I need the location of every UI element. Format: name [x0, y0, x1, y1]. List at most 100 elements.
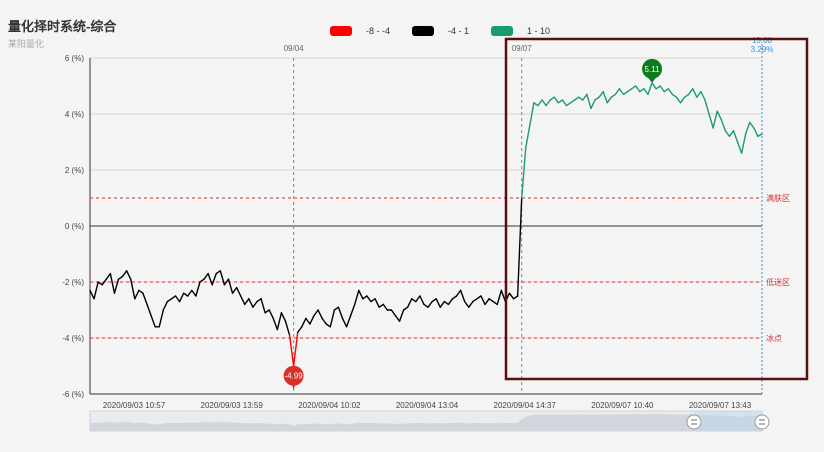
series-segment: [195, 281, 201, 297]
series-segment: [696, 90, 702, 98]
series-segment: [362, 295, 368, 300]
series-segment: [712, 110, 718, 129]
series-segment: [480, 295, 486, 306]
series-segment: [459, 289, 466, 303]
zoom-slider-window: [694, 411, 762, 431]
series-segment: [692, 88, 698, 98]
series-segment: [203, 272, 209, 280]
series-segment: [178, 292, 185, 303]
series-segment: [248, 298, 254, 308]
series-segment: [553, 96, 560, 104]
series-segment: [93, 281, 99, 300]
series-segment: [170, 295, 177, 300]
mark-point-label: -4.99: [285, 372, 304, 381]
zoom-handle-left[interactable]: [686, 414, 702, 430]
series-segment: [207, 272, 213, 286]
series-segment: [174, 295, 181, 303]
series-segment: [130, 278, 136, 300]
series-segment: [655, 85, 661, 90]
series-segment: [297, 326, 303, 334]
series-segment: [740, 132, 747, 154]
series-segment: [292, 331, 299, 367]
series-segment: [382, 303, 389, 311]
series-segment: [415, 295, 421, 303]
series-segment: [374, 298, 380, 308]
series-segment: [268, 309, 274, 320]
series-segment: [162, 300, 169, 311]
series-segment: [533, 102, 539, 107]
series-segment: [590, 99, 596, 110]
mark-point-label: 5.11: [645, 65, 661, 74]
chart-title: 量化择时系统-综合: [8, 19, 117, 34]
series-segment: [321, 317, 327, 325]
series-segment: [545, 99, 551, 107]
series-segment: [679, 96, 686, 104]
series-segment: [561, 99, 568, 107]
series-segment: [358, 289, 364, 300]
series-segment: [525, 124, 531, 149]
legend-item-green[interactable]: 1 - 10: [491, 26, 550, 36]
series-segment: [345, 314, 352, 328]
series-segment: [313, 309, 319, 317]
series-segment: [557, 99, 564, 104]
series-segment: [455, 289, 462, 297]
series-segment: [354, 289, 360, 306]
x-tick-label: 2020/09/03 13:59: [201, 401, 264, 410]
series-segment: [223, 278, 230, 286]
series-segment: [753, 127, 759, 138]
series-segment: [125, 270, 132, 280]
series-segment: [659, 85, 665, 93]
series-segment: [635, 85, 641, 93]
y-tick-label: 4 (%): [65, 110, 84, 119]
series-segment: [651, 82, 657, 90]
series-segment: [521, 146, 527, 199]
legend-item-black[interactable]: -4 - 1: [412, 26, 469, 36]
series-segment: [105, 272, 112, 280]
series-segment: [288, 334, 295, 367]
series-segment: [663, 88, 670, 93]
legend-label-red: -8 - -4: [366, 26, 391, 36]
series-segment: [700, 90, 706, 101]
series-segment: [736, 141, 743, 154]
series-segment: [280, 312, 287, 322]
series-segment: [150, 314, 156, 328]
x-tick-label: 2020/09/07 10:40: [591, 401, 654, 410]
series-segment: [411, 298, 417, 303]
series-segment: [687, 88, 694, 96]
series-segment: [378, 303, 384, 308]
series-segment: [166, 298, 173, 303]
series-segment: [264, 309, 270, 314]
y-tick-label: -6 (%): [62, 390, 84, 399]
x-tick-label: 2020/09/03 10:57: [103, 401, 166, 410]
series-segment: [142, 292, 148, 306]
series-segment: [231, 286, 238, 294]
chart-subtitle: 某阳量化: [8, 39, 45, 49]
series-segment: [675, 96, 682, 104]
y-tick-label: 2 (%): [65, 166, 84, 175]
series-segment: [643, 88, 649, 96]
legend-swatch-red: [330, 26, 352, 36]
series-segment: [586, 93, 592, 110]
series-segment: [113, 278, 120, 294]
series-segment: [252, 300, 258, 308]
zoom-handle-right[interactable]: [754, 414, 770, 430]
series-segment: [647, 82, 653, 96]
series-segment: [325, 323, 331, 328]
series-segment: [582, 93, 588, 101]
series-segment: [109, 272, 116, 294]
series-segment: [309, 314, 315, 325]
series-segment: [639, 88, 645, 93]
series-segment: [671, 93, 678, 98]
series-segment: [708, 113, 714, 129]
series-segment: [260, 298, 266, 314]
series-segment: [447, 298, 454, 306]
series-segment: [301, 317, 307, 328]
series-segment: [622, 90, 629, 96]
series-segment: [728, 130, 735, 138]
series-segment: [443, 300, 450, 306]
series-segment: [476, 295, 482, 300]
legend-item-red[interactable]: -8 - -4: [330, 26, 390, 36]
series-segment: [508, 292, 515, 300]
series-segment: [732, 130, 739, 143]
